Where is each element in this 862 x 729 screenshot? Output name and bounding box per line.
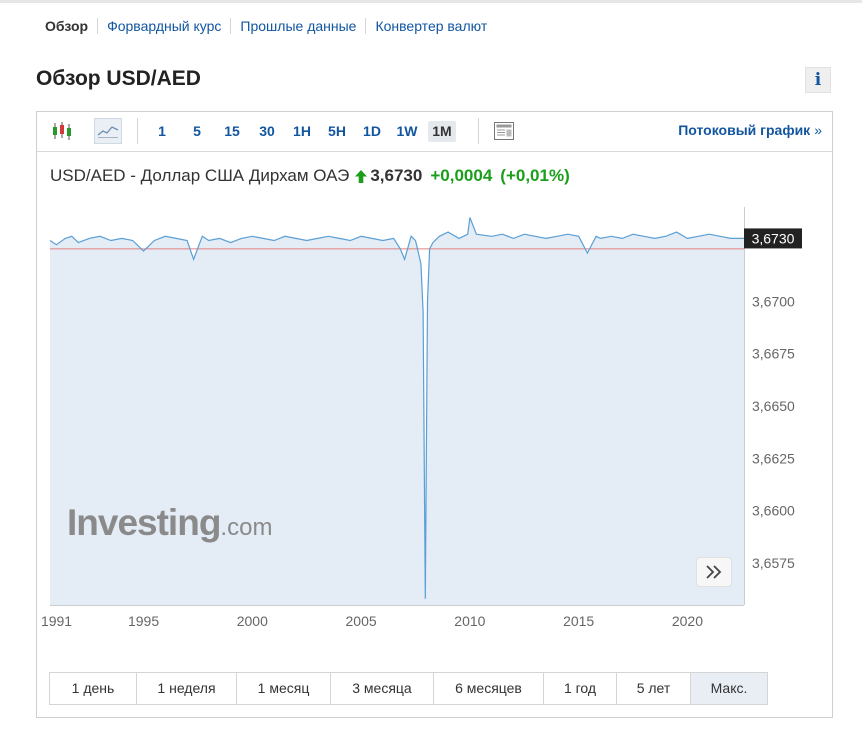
instrument-name: USD/AED - Доллар США Дирхам ОАЭ xyxy=(50,166,350,185)
interval-1[interactable]: 1 xyxy=(158,123,166,139)
logo-text: Investing xyxy=(67,502,221,543)
y-tick-label: 3,6700 xyxy=(752,293,795,309)
interval-15[interactable]: 15 xyxy=(224,123,240,139)
y-tick-label: 3,6575 xyxy=(752,555,795,571)
range-1-year[interactable]: 1 год xyxy=(543,673,616,704)
subnav-historical-data[interactable]: Прошлые данные xyxy=(230,18,365,34)
page-title: Обзор USD/AED xyxy=(36,67,201,90)
range-1-day[interactable]: 1 день xyxy=(71,680,115,696)
interval-5[interactable]: 5 xyxy=(193,123,201,139)
subnav-currency-converter[interactable]: Конвертер валют xyxy=(365,18,496,34)
subnav-forward-rates[interactable]: Форвардный курс xyxy=(97,18,230,34)
range-5-years[interactable]: 5 лет xyxy=(616,673,690,704)
current-value-label: 3,6730 xyxy=(752,230,795,246)
interval-1d[interactable]: 1D xyxy=(363,123,381,139)
range-max[interactable]: Макс. xyxy=(690,673,767,704)
price-change: +0,0004 xyxy=(430,166,493,185)
x-tick-label: 2000 xyxy=(237,613,268,629)
top-divider xyxy=(0,0,862,3)
range-1-week[interactable]: 1 неделя xyxy=(136,673,236,704)
chart-widget: 1 5 15 30 1H 5H 1D 1W 1M Потоковый графи… xyxy=(36,111,833,718)
y-tick-label: 3,6675 xyxy=(752,346,795,362)
layout-icon[interactable] xyxy=(490,118,518,144)
series-line xyxy=(49,217,744,599)
y-tick-label: 3,6625 xyxy=(752,450,795,466)
logo-domain: .com xyxy=(220,514,273,541)
subnav-overview[interactable]: Обзор xyxy=(45,18,89,34)
streaming-chart-link[interactable]: Потоковый график» xyxy=(678,122,822,138)
quote-header: USD/AED - Доллар США Дирхам ОАЭ 3,6730 +… xyxy=(50,166,570,186)
area-chart-icon[interactable] xyxy=(94,118,122,144)
current-value-badge xyxy=(744,228,802,249)
sub-navigation: Обзор Форвардный курс Прошлые данные Кон… xyxy=(45,16,496,36)
price-change-percent: (+0,01%) xyxy=(500,166,570,185)
x-tick-label: 1991 xyxy=(41,613,72,629)
interval-5h[interactable]: 5H xyxy=(328,123,346,139)
scroll-to-latest-button[interactable] xyxy=(696,557,732,587)
range-3-months[interactable]: 3 месяца xyxy=(330,673,433,704)
range-6-months[interactable]: 6 месяцев xyxy=(433,673,543,704)
interval-1h[interactable]: 1H xyxy=(293,123,311,139)
double-chevron-right-icon xyxy=(706,565,722,579)
candlestick-icon[interactable] xyxy=(48,118,76,144)
x-tick-label: 2010 xyxy=(454,613,485,629)
chart-toolbar: 1 5 15 30 1H 5H 1D 1W 1M Потоковый графи… xyxy=(37,112,832,152)
interval-1m[interactable]: 1M xyxy=(428,121,456,142)
info-button[interactable]: i xyxy=(805,67,831,93)
range-1-month[interactable]: 1 месяц xyxy=(236,673,330,704)
last-price: 3,6730 xyxy=(370,166,423,185)
streaming-chart-label: Потоковый график xyxy=(678,122,811,138)
arrow-up-icon xyxy=(355,169,368,183)
x-tick-label: 2020 xyxy=(672,613,703,629)
price-chart[interactable]: 3,6575 3,6600 3,6625 3,6650 3,6675 3,6700 1991… xyxy=(37,202,832,642)
x-tick-label: 1995 xyxy=(128,613,159,629)
investing-logo: Investing.com xyxy=(67,502,272,544)
series-area-fill xyxy=(50,217,744,605)
x-tick-label: 2005 xyxy=(346,613,377,629)
interval-1w[interactable]: 1W xyxy=(396,123,418,139)
toolbar-separator xyxy=(478,118,479,144)
toolbar-separator xyxy=(137,118,138,144)
range-selector: 1 день 1 неделя 1 месяц 3 месяца 6 месяц… xyxy=(49,672,768,705)
interval-30[interactable]: 30 xyxy=(259,123,275,139)
y-tick-label: 3,6600 xyxy=(752,503,795,519)
y-tick-label: 3,6650 xyxy=(752,398,795,414)
x-tick-label: 2015 xyxy=(563,613,594,629)
chevron-right-icon: » xyxy=(814,122,822,138)
